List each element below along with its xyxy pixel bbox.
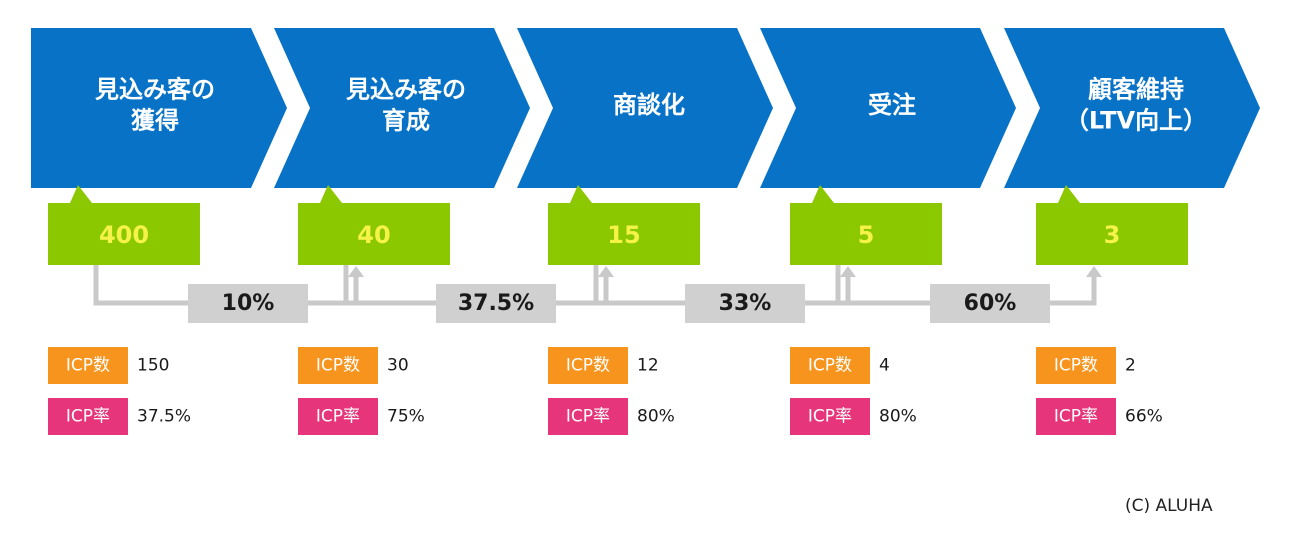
conversion-rate: 10% (222, 291, 275, 316)
count-box-5 (1036, 185, 1188, 265)
icp-count-badge (48, 347, 128, 384)
conversion-rate: 60% (964, 291, 1017, 316)
stage-chevron (517, 28, 773, 188)
icp-rate-label: ICP率 (316, 407, 360, 427)
icp-count-value: 30 (387, 356, 409, 376)
count-box-3 (548, 185, 700, 265)
stage-chevron (31, 28, 287, 188)
icp-rate-label: ICP率 (1054, 407, 1098, 427)
stage-4 (760, 28, 1016, 188)
stage-chevron (1004, 28, 1260, 188)
connector-arrowhead (1086, 266, 1102, 277)
count-value: 5 (858, 221, 875, 249)
conversion-rate: 37.5% (458, 291, 534, 316)
conversion-rate: 33% (719, 291, 772, 316)
connector-arrowhead (348, 266, 364, 277)
icp-rate-label: ICP率 (566, 407, 610, 427)
icp-count-badge (298, 347, 378, 384)
icp-rate-label: ICP率 (66, 407, 110, 427)
stage-5 (1004, 28, 1260, 188)
icp-rate-badge (1036, 398, 1116, 435)
icp-rate-label: ICP率 (808, 407, 852, 427)
conversion-rate-box (188, 284, 308, 323)
stage-title-line: 顧客維持 (1088, 76, 1184, 104)
icp-count-label: ICP数 (66, 356, 110, 376)
icp-count-label: ICP数 (808, 356, 852, 376)
count-box-2 (298, 185, 450, 265)
stage-title-line: 受注 (868, 91, 916, 119)
icp-count-badge (1036, 347, 1116, 384)
count-value: 15 (607, 221, 640, 249)
icp-rate-value: 75% (387, 407, 425, 427)
stage-3 (517, 28, 773, 188)
icp-count-label: ICP数 (566, 356, 610, 376)
connector-arrowhead (840, 266, 856, 277)
stage-chevron (274, 28, 530, 188)
stage-title-line: 見込み客の (95, 76, 215, 104)
icp-rate-badge (548, 398, 628, 435)
icp-rate-value: 37.5% (137, 407, 191, 427)
count-value: 40 (357, 221, 390, 249)
stage-title-line: 商談化 (613, 91, 685, 119)
connector-arrowhead (598, 266, 614, 277)
count-box (298, 185, 450, 265)
icp-rate-value: 80% (879, 407, 917, 427)
count-box (48, 185, 200, 265)
icp-rate-value: 66% (1125, 407, 1163, 427)
count-box (548, 185, 700, 265)
icp-rate-badge (48, 398, 128, 435)
stage-chevron (760, 28, 1016, 188)
stage-1 (31, 28, 287, 188)
icp-count-label: ICP数 (316, 356, 360, 376)
count-box-4 (790, 185, 942, 265)
stage-title-line: 育成 (382, 107, 430, 135)
count-value: 3 (1104, 221, 1121, 249)
count-box-1 (48, 185, 200, 265)
icp-count-value: 12 (637, 356, 659, 376)
stage-title-line: （LTV向上） (1065, 107, 1207, 135)
icp-rate-badge (790, 398, 870, 435)
count-box (790, 185, 942, 265)
copyright-text: (C) ALUHA (1125, 496, 1213, 516)
conversion-rate-box (930, 284, 1050, 323)
icp-rate-value: 80% (637, 407, 675, 427)
count-box (1036, 185, 1188, 265)
icp-count-value: 2 (1125, 356, 1136, 376)
icp-count-value: 150 (137, 356, 169, 376)
icp-count-label: ICP数 (1054, 356, 1098, 376)
stage-title-line: 見込み客の (346, 76, 466, 104)
conversion-rate-box (436, 284, 556, 323)
icp-count-badge (548, 347, 628, 384)
conversion-rate-box (685, 284, 805, 323)
stage-2 (274, 28, 530, 188)
icp-rate-badge (298, 398, 378, 435)
stage-title-line: 獲得 (131, 107, 179, 135)
icp-count-value: 4 (879, 356, 890, 376)
count-value: 400 (99, 221, 149, 249)
icp-count-badge (790, 347, 870, 384)
